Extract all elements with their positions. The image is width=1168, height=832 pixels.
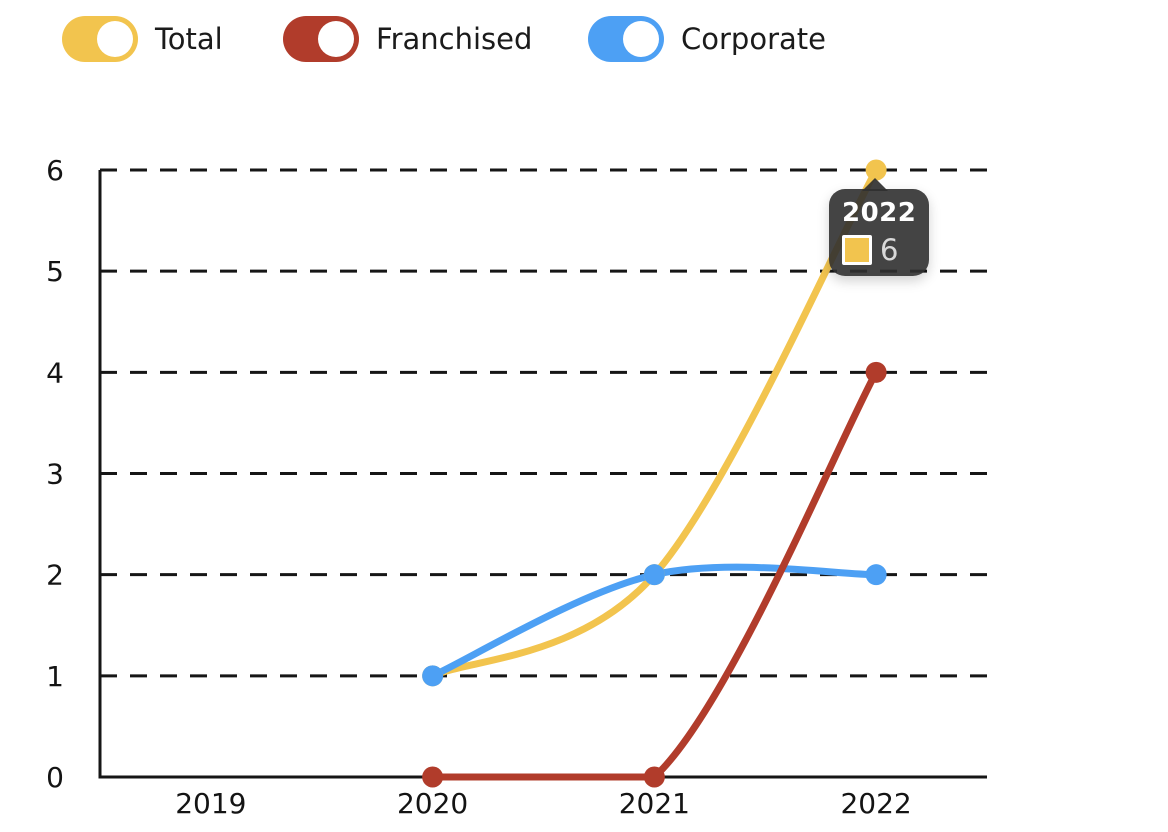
- y-axis-tick-label: 4: [46, 356, 64, 389]
- y-axis-tick-label: 3: [46, 458, 64, 491]
- series-line-franchised: [429, 368, 880, 781]
- legend-item-corporate: Corporate: [588, 16, 826, 62]
- x-axis-tick-label: 2019: [175, 787, 246, 820]
- toggle-knob: [318, 21, 354, 57]
- tooltip-value: 6: [880, 233, 899, 267]
- tooltip: 2022 6: [829, 178, 930, 276]
- toggle-knob: [97, 21, 133, 57]
- data-point-total[interactable]: [865, 159, 887, 181]
- data-point-corporate[interactable]: [643, 564, 665, 586]
- tooltip-series-swatch: [842, 235, 872, 265]
- legend-toggle-franchised[interactable]: [283, 16, 359, 62]
- data-point-corporate[interactable]: [422, 665, 444, 687]
- y-axis-tick-label: 1: [46, 660, 64, 693]
- legend-label-total: Total: [155, 22, 223, 56]
- data-point-franchised[interactable]: [865, 361, 887, 383]
- y-axis-tick-label: 0: [46, 761, 64, 794]
- data-point-franchised[interactable]: [422, 766, 444, 788]
- tooltip-row: 6: [842, 235, 916, 265]
- tooltip-caret: [862, 178, 888, 191]
- series-line-total: [429, 166, 880, 680]
- legend-toggle-total[interactable]: [62, 16, 138, 62]
- data-point-franchised[interactable]: [643, 766, 665, 788]
- y-axis-tick-label: 5: [46, 255, 64, 288]
- x-axis-tick-label: 2020: [397, 787, 468, 820]
- y-axis-tick-label: 2: [46, 559, 64, 592]
- legend-item-total: Total: [62, 16, 223, 62]
- legend-toggle-corporate[interactable]: [588, 16, 664, 62]
- legend-item-franchised: Franchised: [283, 16, 532, 62]
- axis-line: [98, 170, 987, 779]
- y-axis-tick-label: 6: [46, 154, 64, 187]
- chart-legend: Total Franchised Corporate: [0, 0, 1168, 80]
- x-axis-tick-label: 2021: [619, 787, 690, 820]
- data-point-corporate[interactable]: [865, 564, 887, 586]
- legend-label-franchised: Franchised: [376, 22, 533, 56]
- tooltip-title: 2022: [842, 198, 917, 228]
- toggle-knob: [623, 21, 659, 57]
- x-axis-tick-label: 2022: [840, 787, 911, 820]
- legend-label-corporate: Corporate: [681, 22, 826, 56]
